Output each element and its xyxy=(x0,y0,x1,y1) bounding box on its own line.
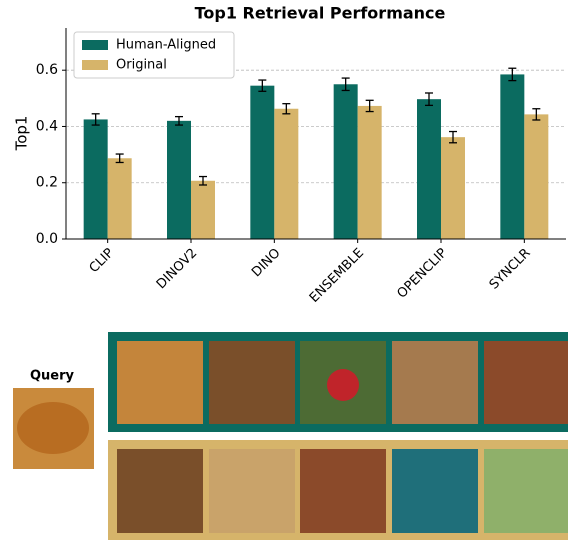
bar xyxy=(274,109,298,239)
result-image xyxy=(117,449,203,533)
result-image xyxy=(300,449,386,533)
y-tick-label: 0.0 xyxy=(36,231,58,247)
query-image-detail xyxy=(17,402,89,454)
x-tick-label: DINO xyxy=(249,246,284,281)
y-tick-label: 0.6 xyxy=(36,62,58,78)
y-tick-label: 0.4 xyxy=(36,118,58,134)
result-image-detail xyxy=(327,369,359,401)
bar xyxy=(250,86,274,239)
chart-title: Top1 Retrieval Performance xyxy=(195,4,446,23)
x-tick-label: OPENCLIP xyxy=(394,246,450,302)
legend-swatch xyxy=(82,60,108,70)
x-tick-label: ENSEMBLE xyxy=(307,246,367,306)
x-tick-label: CLIP xyxy=(87,246,118,277)
result-image xyxy=(209,341,295,424)
y-axis-label: Top1 xyxy=(13,116,31,152)
bar xyxy=(334,84,358,239)
x-tick-label: SYNCLR xyxy=(487,246,534,293)
legend-label: Original xyxy=(116,58,167,73)
legend-label: Human-Aligned xyxy=(116,38,216,53)
bar xyxy=(84,119,108,239)
bar xyxy=(524,114,548,239)
query-label: Query xyxy=(30,369,75,384)
bar xyxy=(417,99,441,239)
bar xyxy=(500,74,524,239)
x-tick-label: DINOV2 xyxy=(154,246,200,292)
y-tick-label: 0.2 xyxy=(36,175,58,191)
bar xyxy=(191,181,215,239)
image-panels xyxy=(13,332,568,540)
result-image xyxy=(484,449,568,533)
legend-swatch xyxy=(82,40,108,50)
result-image xyxy=(117,341,203,424)
result-image xyxy=(484,341,568,424)
figure: Top1 Retrieval Performance Top1 Query 0.… xyxy=(0,0,568,540)
bar xyxy=(441,137,465,239)
result-image xyxy=(392,449,478,533)
bar xyxy=(167,121,191,239)
result-image xyxy=(209,449,295,533)
bar xyxy=(108,158,132,239)
bar xyxy=(358,106,382,239)
result-image xyxy=(392,341,478,424)
